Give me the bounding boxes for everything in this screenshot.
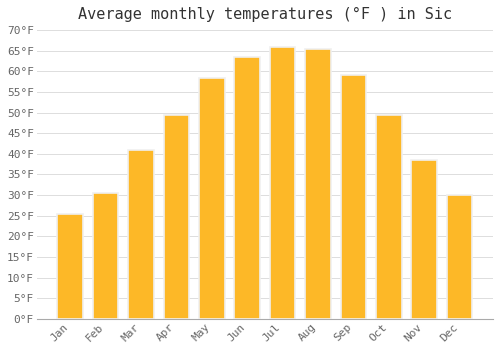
Bar [93, 193, 118, 319]
Bar [199, 77, 224, 319]
Bar [447, 195, 472, 319]
Bar [340, 76, 366, 319]
Bar [412, 160, 437, 319]
Bar [270, 47, 295, 319]
Bar [164, 115, 189, 319]
Bar [305, 49, 330, 319]
Bar [376, 115, 402, 319]
Bar [128, 150, 154, 319]
Bar [58, 214, 83, 319]
Title: Average monthly temperatures (°F ) in Sic: Average monthly temperatures (°F ) in Si… [78, 7, 452, 22]
Bar [234, 57, 260, 319]
